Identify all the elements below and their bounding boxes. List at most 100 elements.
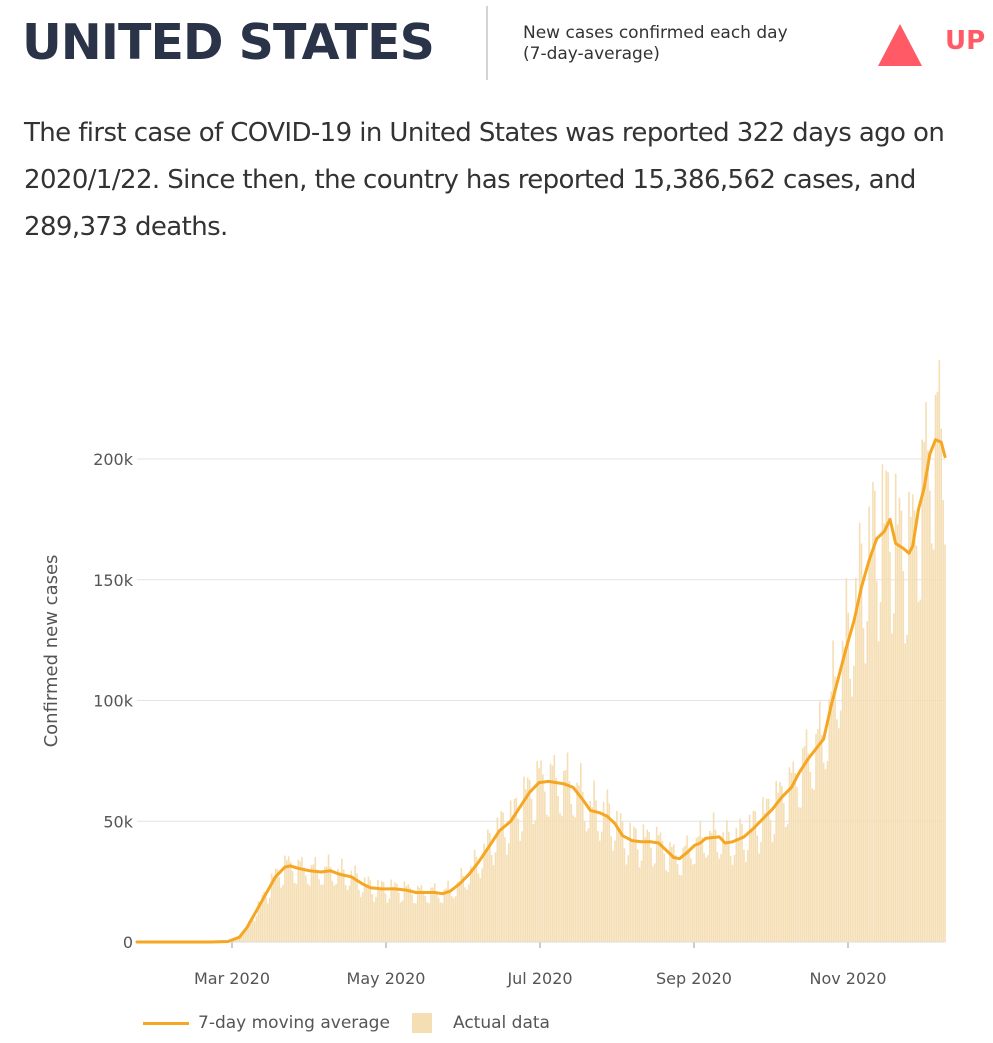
metric-label-line2: (7-day-average) bbox=[523, 44, 660, 64]
bar bbox=[767, 798, 770, 942]
bar bbox=[911, 494, 914, 942]
bar bbox=[561, 816, 563, 942]
bar bbox=[445, 888, 447, 942]
bar bbox=[515, 797, 518, 942]
bar bbox=[487, 829, 489, 942]
header-divider bbox=[486, 6, 488, 80]
bar bbox=[781, 785, 783, 942]
bar bbox=[282, 884, 284, 942]
bar bbox=[540, 760, 542, 942]
bar bbox=[551, 765, 554, 942]
bar bbox=[517, 818, 520, 942]
bar bbox=[627, 855, 630, 942]
country-title: UNITED STATES bbox=[22, 14, 435, 71]
bar bbox=[729, 856, 732, 942]
bar bbox=[784, 827, 787, 942]
bar bbox=[934, 394, 937, 942]
bar bbox=[466, 889, 468, 942]
bar bbox=[746, 850, 749, 942]
bar bbox=[458, 881, 461, 942]
bar bbox=[346, 889, 349, 942]
bar bbox=[530, 798, 533, 942]
bar bbox=[528, 779, 531, 942]
bar bbox=[879, 602, 882, 942]
bar bbox=[373, 901, 375, 942]
bar bbox=[883, 523, 886, 942]
bar bbox=[267, 903, 269, 942]
bar bbox=[500, 811, 502, 942]
bar bbox=[616, 810, 618, 942]
bar bbox=[384, 893, 387, 942]
bar bbox=[570, 804, 573, 942]
bar bbox=[735, 827, 738, 942]
x-tick-label: Mar 2020 bbox=[194, 969, 270, 988]
bar bbox=[796, 786, 798, 942]
bar bbox=[669, 842, 671, 942]
bar bbox=[401, 900, 404, 942]
bar bbox=[940, 428, 943, 943]
bar bbox=[322, 884, 324, 942]
bar bbox=[396, 883, 398, 942]
bar bbox=[604, 815, 607, 942]
bar bbox=[411, 894, 413, 942]
bar bbox=[769, 819, 772, 942]
bar bbox=[265, 897, 267, 942]
bar bbox=[712, 812, 715, 942]
bar bbox=[585, 831, 588, 942]
bar bbox=[932, 549, 935, 942]
bar bbox=[433, 883, 436, 942]
bar bbox=[344, 885, 347, 942]
bar bbox=[709, 830, 711, 942]
legend-line-swatch bbox=[143, 1022, 189, 1025]
bar bbox=[807, 753, 810, 942]
bar bbox=[341, 858, 343, 942]
bar bbox=[822, 762, 825, 942]
bar bbox=[439, 902, 442, 942]
bar bbox=[242, 933, 245, 942]
bar bbox=[610, 836, 612, 942]
y-tick-label: 150k bbox=[93, 571, 134, 590]
bar bbox=[456, 881, 459, 942]
bar bbox=[559, 812, 561, 942]
bar bbox=[238, 937, 241, 942]
bar bbox=[652, 866, 654, 942]
bar bbox=[492, 865, 495, 942]
bar bbox=[327, 854, 330, 942]
bar bbox=[488, 833, 491, 942]
bar bbox=[875, 581, 878, 942]
bar bbox=[845, 578, 848, 942]
bar bbox=[722, 832, 724, 942]
bar bbox=[678, 874, 681, 942]
bar bbox=[680, 875, 683, 942]
bar bbox=[832, 640, 834, 942]
bar bbox=[597, 831, 599, 942]
y-tick-label: 100k bbox=[93, 692, 134, 711]
bar bbox=[572, 815, 575, 942]
bar bbox=[809, 772, 812, 942]
bar bbox=[301, 857, 303, 942]
bar bbox=[623, 848, 626, 942]
bar bbox=[841, 640, 844, 942]
bar bbox=[405, 886, 408, 942]
bar bbox=[608, 803, 611, 942]
x-tick-label: Jul 2020 bbox=[506, 969, 572, 988]
bar bbox=[435, 891, 438, 942]
bar bbox=[856, 603, 859, 942]
bar bbox=[356, 873, 358, 942]
bar bbox=[318, 879, 320, 942]
bar bbox=[864, 663, 867, 942]
bar bbox=[470, 866, 472, 942]
bar bbox=[636, 849, 639, 942]
bar bbox=[837, 728, 840, 942]
bar bbox=[360, 896, 362, 942]
bar bbox=[665, 870, 667, 942]
bar bbox=[720, 853, 722, 942]
bar bbox=[578, 785, 580, 942]
bar bbox=[504, 837, 506, 942]
bar bbox=[690, 858, 692, 942]
x-tick-label: May 2020 bbox=[347, 969, 426, 988]
bar bbox=[278, 876, 281, 942]
bar bbox=[416, 885, 419, 942]
bar bbox=[418, 887, 421, 942]
bar bbox=[790, 772, 793, 942]
